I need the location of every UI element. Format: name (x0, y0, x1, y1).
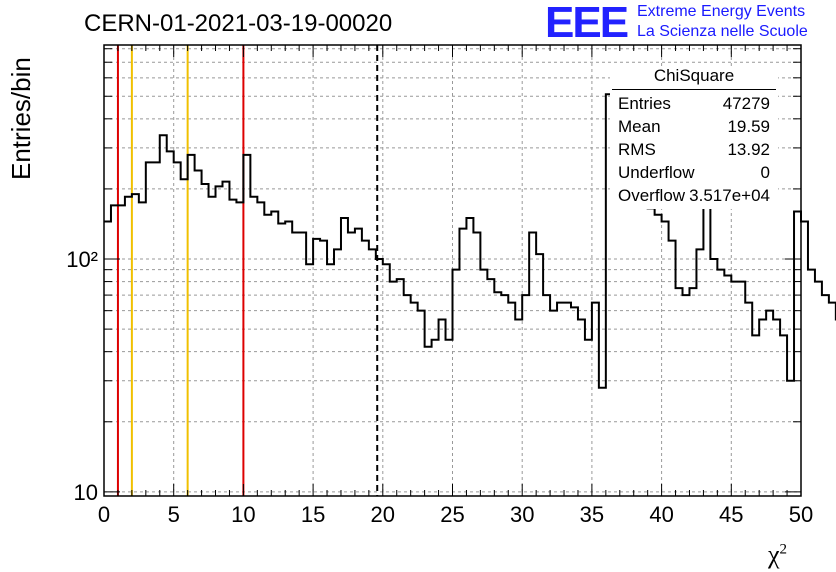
vertical-lines (116, 45, 379, 496)
x-tick-label: 25 (440, 502, 464, 527)
stats-name: ChiSquare (612, 66, 776, 90)
stats-row-rms: RMS 13.92 (610, 140, 778, 163)
stats-key: Mean (618, 117, 661, 136)
x-axis-label: χ2 (768, 540, 788, 569)
x-tick-label: 15 (301, 502, 325, 527)
stats-row-entries: Entries 47279 (610, 94, 778, 117)
x-tick-label: 20 (371, 502, 395, 527)
stats-row-mean: Mean 19.59 (610, 117, 778, 140)
stats-key: RMS (618, 140, 656, 159)
x-tick-label: 45 (719, 502, 743, 527)
y-axis-label: Entries/bin (6, 57, 36, 180)
x-tick-label: 35 (580, 502, 604, 527)
axes: 0 5 10 15 20 25 30 35 40 45 50 10 10² (66, 44, 813, 527)
x-tick-label: 5 (168, 502, 180, 527)
stats-key: Underflow (618, 163, 695, 182)
chart-title: CERN-01-2021-03-19-00020 (84, 10, 393, 37)
stats-key: Entries (618, 94, 671, 113)
stats-value: 19.59 (727, 117, 770, 136)
logo-line-1: Extreme Energy Events (637, 3, 806, 20)
stats-value: 0 (760, 163, 770, 182)
stats-value: 13.92 (727, 140, 770, 159)
stats-row-overflow: Overflow 3.517e+04 (610, 186, 778, 209)
y-tick-label: 10² (66, 247, 98, 272)
stats-value: 47279 (722, 94, 770, 113)
logo-line-2: La Scienza nelle Scuole (637, 23, 808, 40)
x-tick-label: 0 (98, 502, 110, 527)
stats-row-underflow: Underflow 0 (610, 163, 778, 186)
stats-value: 3.517e+04 (689, 186, 770, 205)
x-tick-label: 10 (231, 502, 255, 527)
stats-box: ChiSquare Entries 47279 Mean 19.59 RMS 1… (610, 66, 778, 209)
x-tick-label: 40 (649, 502, 673, 527)
x-tick-label: 30 (510, 502, 534, 527)
logo-mark: EEE (545, 0, 629, 47)
y-tick-label: 10 (74, 480, 98, 505)
stats-key: Overflow (618, 186, 686, 205)
x-tick-label: 50 (789, 502, 813, 527)
